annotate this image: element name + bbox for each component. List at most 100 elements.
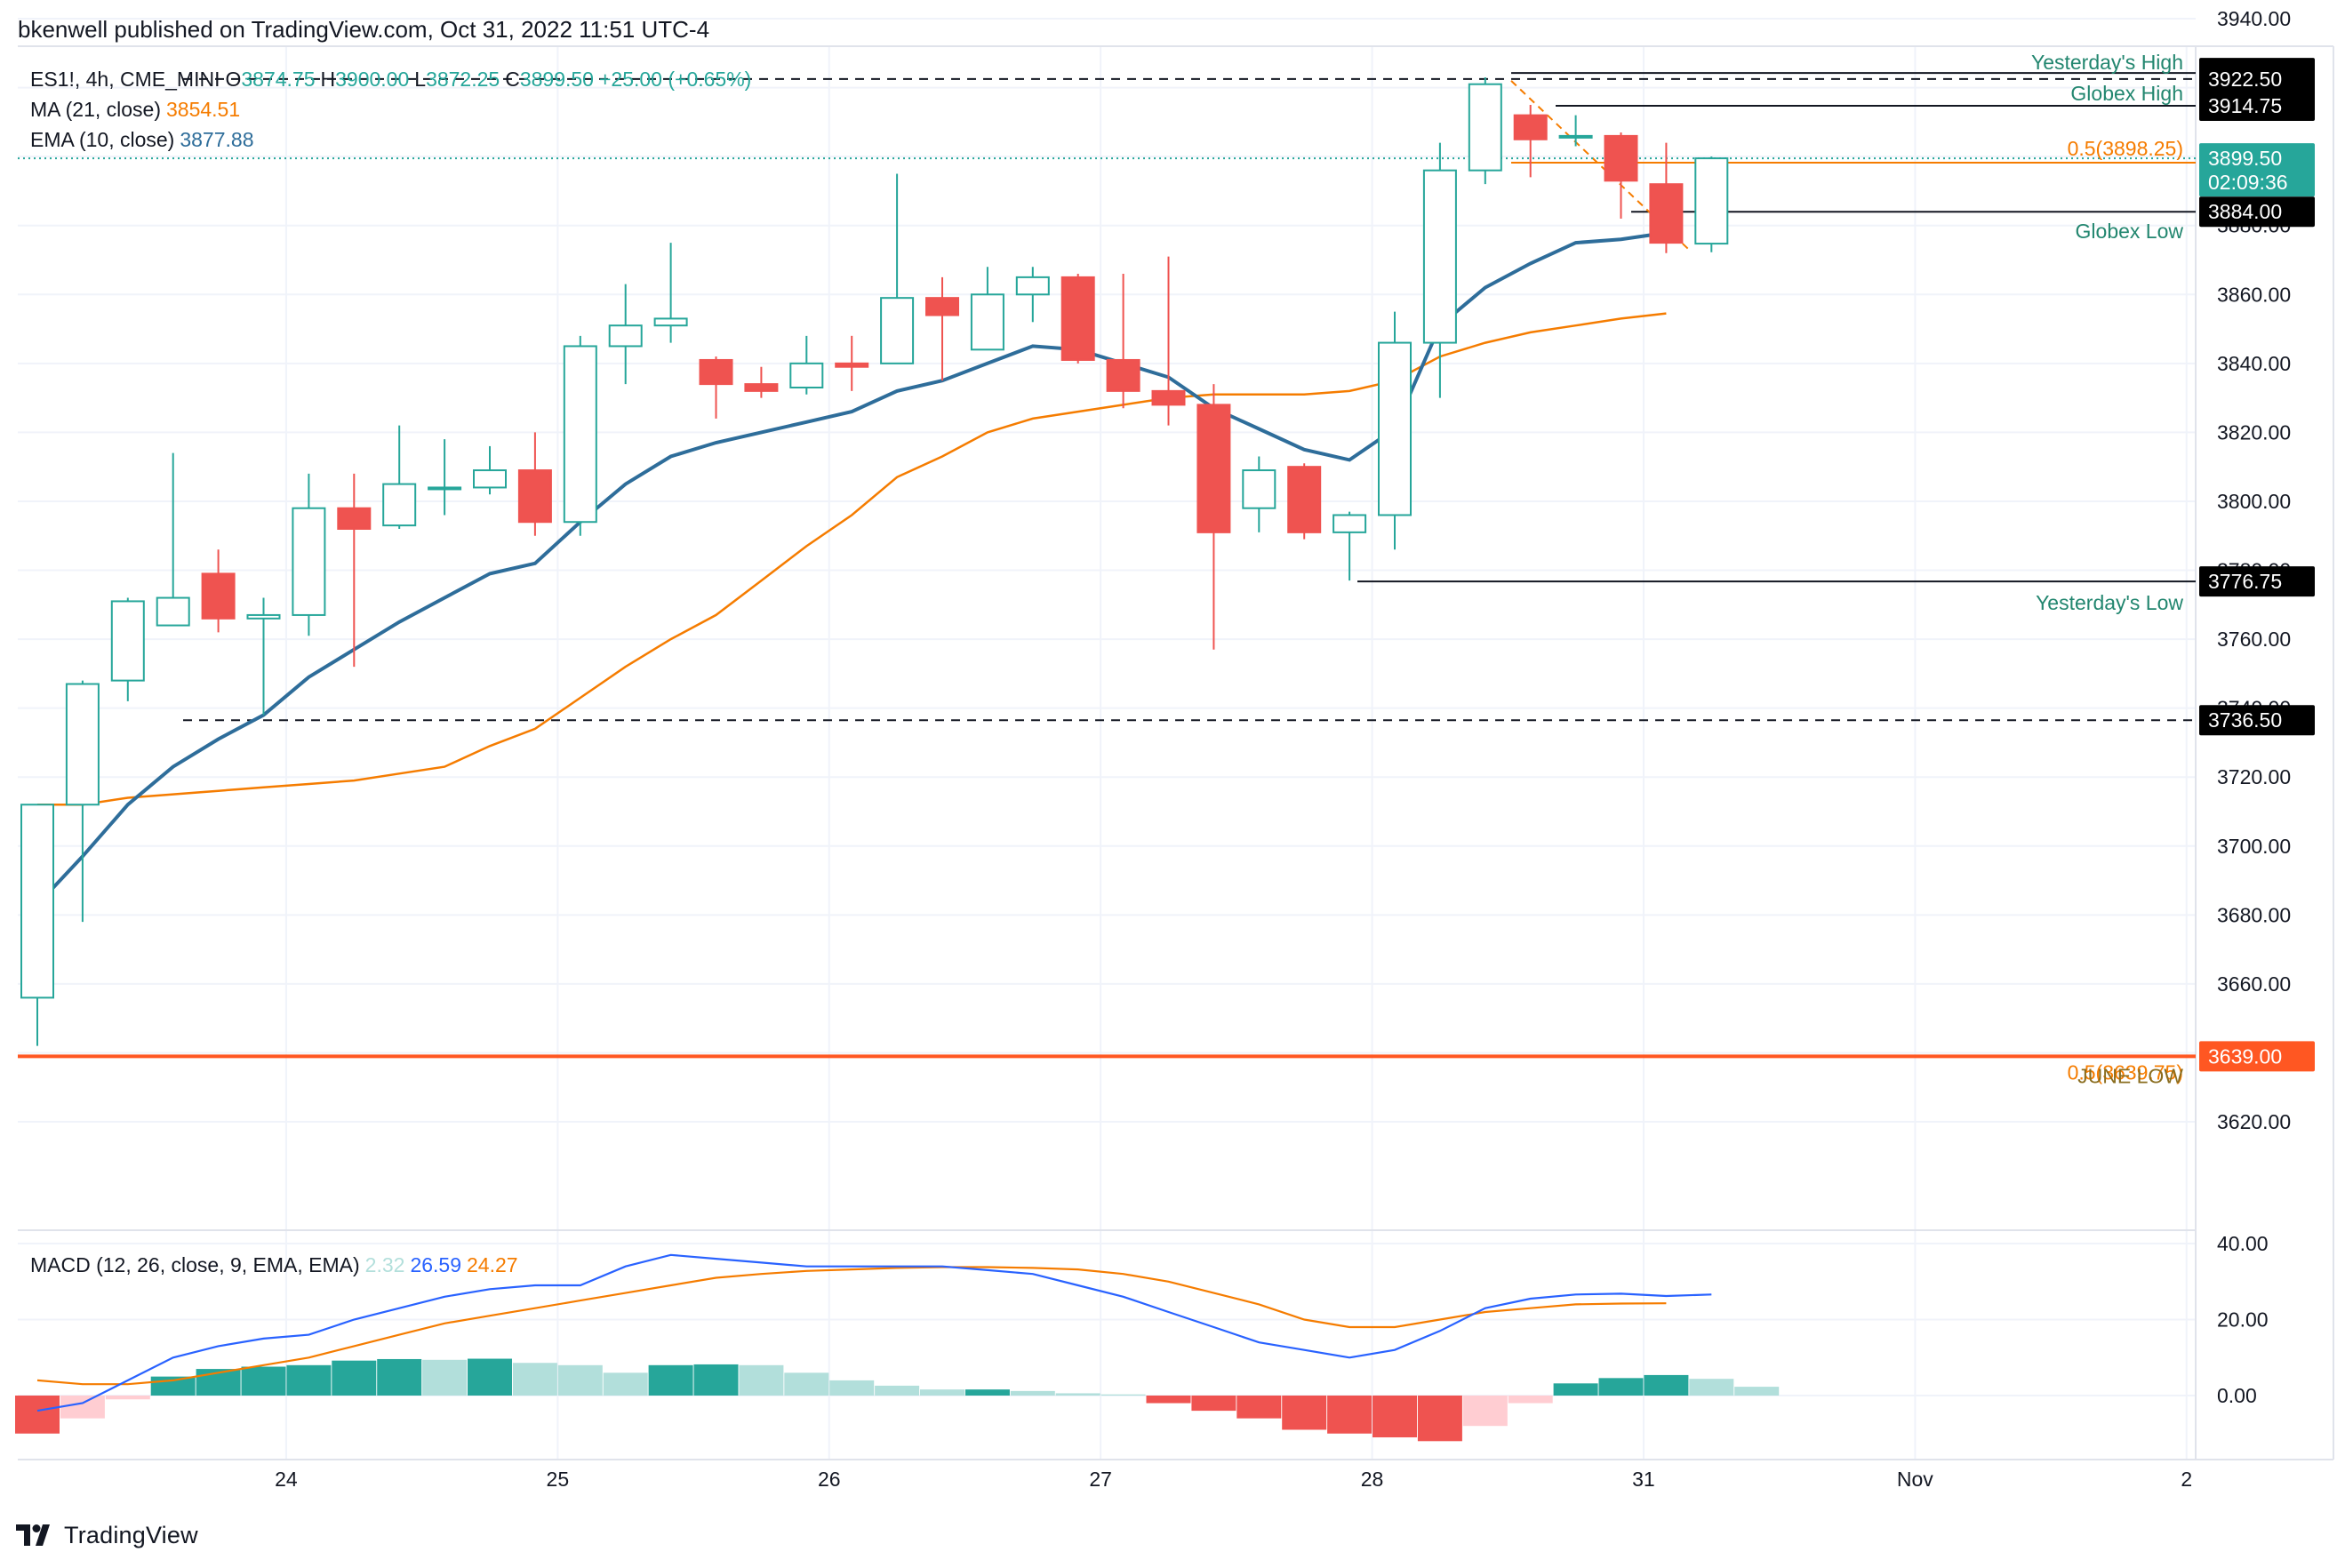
tag-june-low-text: 3639.00 [2208, 1044, 2282, 1068]
candle-up [970, 267, 1004, 351]
candle-up [20, 804, 54, 1046]
candle-down [1649, 142, 1684, 253]
candle-up [382, 425, 417, 529]
candle-up [65, 680, 100, 923]
candle-up [1694, 156, 1729, 252]
macd-histogram-bar [1598, 1378, 1644, 1396]
candle-up [880, 173, 915, 364]
macd-histogram-bar [377, 1358, 422, 1396]
candle-body [1422, 169, 1457, 344]
candle-down [1287, 463, 1322, 540]
macd-histogram-bar [1462, 1396, 1508, 1427]
tradingview-logo[interactable]: TradingView [16, 1522, 198, 1549]
candle-up [156, 452, 190, 627]
candle-down [744, 366, 779, 398]
macd-histogram-bar [648, 1364, 693, 1396]
candle-body [1151, 389, 1186, 406]
macd-histogram-bar [1417, 1396, 1462, 1442]
tag-3914-bg [2199, 90, 2315, 121]
candle-body [428, 486, 462, 491]
price-tick-label: 3760.00 [2217, 628, 2291, 651]
yesterdays-high-label: Yesterday's High [2031, 51, 2183, 74]
price-tick-label: 3660.00 [2217, 972, 2291, 996]
candle-body [1513, 114, 1548, 140]
macd-histogram-bar [739, 1364, 784, 1396]
candle-up [1468, 76, 1502, 185]
ema-label: EMA (10, close) [30, 128, 175, 151]
macd-signal-value: 24.27 [467, 1253, 518, 1276]
publisher-header: bkenwell published on TradingView.com, O… [18, 16, 710, 43]
tag-3736-bg [2199, 705, 2315, 736]
macd-legend: MACD (12, 26, close, 9, EMA, EMA) 2.32 26.… [30, 1253, 524, 1277]
legend-high-value: 3900.00 [335, 68, 410, 91]
time-tick-label: 28 [1361, 1468, 1384, 1491]
legend-open-value: 3874.75 [241, 68, 316, 91]
candle-up [1378, 311, 1412, 550]
macd-histogram-bar [875, 1385, 920, 1396]
candle-up [1422, 142, 1457, 398]
legend-high-label: H [320, 68, 336, 91]
candle-body [517, 469, 552, 524]
ma-value: 3854.51 [166, 98, 241, 121]
indicator-lines [36, 230, 1667, 907]
macd-histogram-bar [241, 1366, 286, 1396]
candle-down [1604, 132, 1638, 219]
legend-change: +25.00 (+0.65%) [598, 68, 752, 91]
candle-down [1106, 274, 1140, 409]
candle-body [608, 324, 643, 348]
macd-histogram-bar [603, 1372, 648, 1396]
macd-histogram-bar [920, 1389, 964, 1396]
candle-up [246, 597, 281, 716]
macd-histogram-bar [1055, 1393, 1100, 1396]
candle-down [925, 276, 959, 381]
last-price-tag-countdown: 02:09:36 [2208, 171, 2288, 194]
tag-june-low: 3639.00 [2199, 1041, 2315, 1072]
candle-body [473, 469, 507, 489]
candle-body [292, 507, 326, 616]
macd-tick-label: 20.00 [2217, 1308, 2269, 1332]
macd-histogram-bar [1100, 1394, 1146, 1396]
tag-3884: 3884.00 [2199, 196, 2315, 228]
candle-body [699, 358, 733, 386]
time-tick-label: Nov [1897, 1468, 1933, 1491]
fib-0.5-label: 0.5(3898.25) [2068, 137, 2183, 160]
candle-body [1242, 469, 1277, 509]
tag-3884-text: 3884.00 [2208, 200, 2282, 223]
yesterdays-low-label: Yesterday's Low [2036, 591, 2183, 614]
candle-down [337, 473, 372, 668]
candle-body [1649, 183, 1684, 244]
candle-body [970, 293, 1004, 351]
ema-10-line [36, 230, 1667, 907]
tradingview-logo-icon [16, 1524, 50, 1546]
candle-down [1060, 274, 1095, 364]
candle-up [608, 284, 643, 385]
candle-body [653, 317, 688, 327]
globex-high-label: Globex High [2070, 82, 2183, 105]
candle-body [744, 383, 779, 392]
candle-body [337, 507, 372, 530]
candle-down [835, 335, 869, 391]
macd-hist-value: 2.32 [364, 1253, 405, 1276]
candle-up [1242, 456, 1277, 532]
candle-body [110, 600, 145, 682]
last-price-tag-bg [2199, 143, 2315, 197]
tag-june-low-bg [2199, 1041, 2315, 1072]
tag-3736: 3736.50 [2199, 705, 2315, 736]
macd-histogram-bar [693, 1364, 739, 1396]
ma-label: MA (21, close) [30, 98, 161, 121]
tag-3884-bg [2199, 196, 2315, 228]
macd-tick-label: 40.00 [2217, 1232, 2269, 1255]
ema-value: 3877.88 [180, 128, 254, 151]
candle-body [201, 572, 236, 620]
candle-body [1333, 514, 1367, 533]
tag-3776-bg [2199, 566, 2315, 597]
legend-close-label: C [505, 68, 520, 91]
legend-low-value: 3872.25 [426, 68, 500, 91]
macd-histogram-bar [60, 1396, 105, 1419]
main-legend: ES1!, 4h, CME_MINI O3874.75 H3900.00 L3872.… [30, 68, 756, 92]
candle-body [1694, 157, 1729, 245]
candle-down [1151, 256, 1186, 426]
candle-body [880, 297, 915, 364]
